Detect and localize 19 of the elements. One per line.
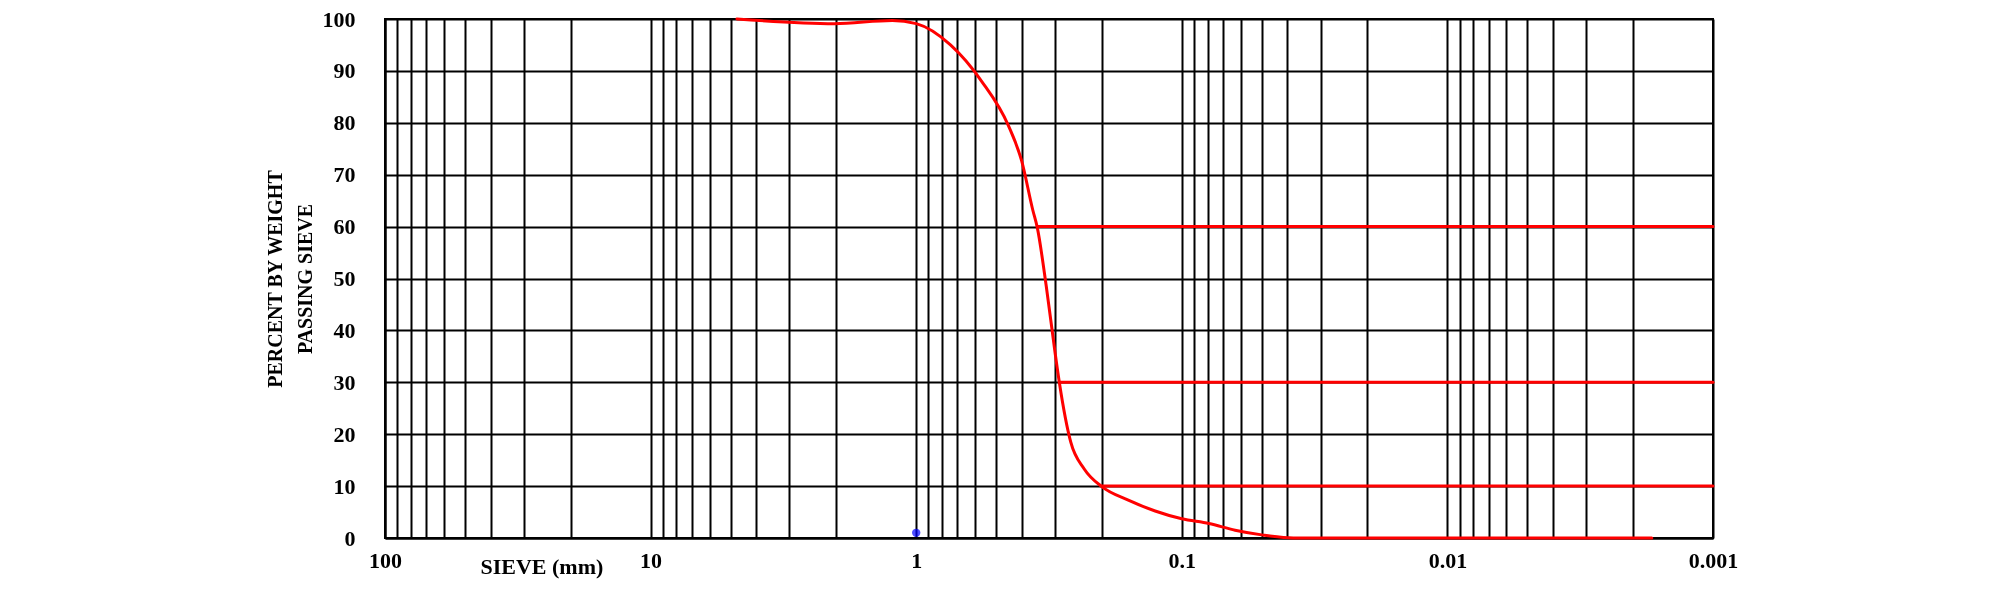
y-tick-label: 20 [333, 421, 356, 447]
y-tick-label: 50 [333, 266, 356, 291]
y-tick-label: 90 [333, 58, 356, 84]
y-tick-label: 30 [333, 369, 356, 395]
x-tick-label: 0.1 [1168, 547, 1197, 573]
x-tick-label: 100 [369, 547, 402, 573]
x-tick-label: 0.001 [1688, 547, 1739, 573]
y-tick-label: 60 [333, 214, 356, 240]
y-tick-label: 80 [333, 110, 356, 136]
y-tick-label: 10 [333, 473, 356, 499]
y-axis-title: PERCENT BY WEIGHT PASSING SIEVE [263, 169, 316, 388]
y-tick-label: 100 [322, 6, 356, 32]
x-tick-label: 10 [640, 547, 663, 573]
y-tick-label: 40 [333, 317, 356, 343]
x-tick-label: 1 [911, 547, 923, 573]
y-tick-label: 70 [333, 162, 356, 188]
y-tick-label: 0 [344, 525, 356, 551]
x-tick-label: 0.01 [1428, 547, 1468, 573]
x-axis-title: SIEVE (mm) [480, 553, 604, 579]
